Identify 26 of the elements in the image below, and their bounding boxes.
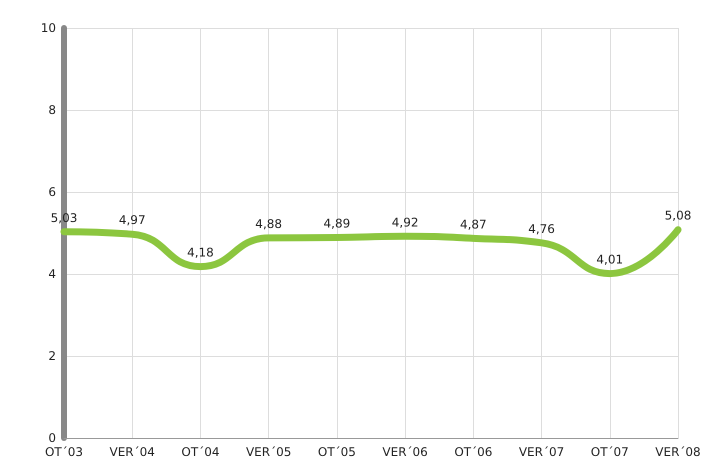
data-label: 4,76: [528, 222, 555, 236]
y-tick-label: 6: [48, 185, 56, 199]
x-tick-label: VER´08: [655, 445, 701, 459]
data-label: 4,88: [255, 216, 282, 231]
x-tick-label: OT´04: [181, 445, 220, 459]
data-label: 4,01: [596, 252, 624, 267]
data-label: 4,97: [118, 213, 146, 228]
y-tick-label: 2: [48, 349, 56, 363]
data-label: 4,87: [460, 217, 487, 232]
data-label: 5,08: [664, 208, 692, 223]
x-tick-label: VER´05: [246, 445, 292, 459]
y-tick-label: 0: [48, 431, 56, 445]
data-label: 5,03: [50, 210, 78, 225]
x-tick-label: VER´07: [518, 445, 564, 459]
y-tick-label: 10: [40, 21, 56, 35]
x-tick-label: OT´03: [44, 445, 84, 459]
y-tick-label: 4: [48, 267, 56, 281]
x-tick-label: VER´04: [110, 445, 155, 459]
x-tick-label: OT´05: [318, 445, 356, 459]
data-label: 4,92: [392, 215, 418, 230]
x-tick-label: VER´06: [382, 445, 428, 459]
y-tick-label: 8: [48, 103, 56, 117]
x-tick-label: OT´07: [590, 445, 629, 459]
data-label: 4,89: [324, 216, 350, 231]
x-tick-label: OT´06: [454, 445, 492, 459]
data-label: 4,18: [187, 246, 214, 260]
